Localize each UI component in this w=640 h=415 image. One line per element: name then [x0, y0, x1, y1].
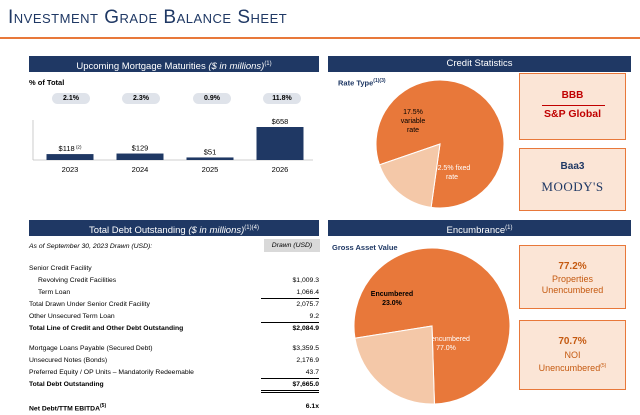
debt-header-ital: ($ in millions): [188, 225, 245, 237]
debt-row-value: $1,009.3: [292, 277, 319, 284]
pct-pill: 11.8%: [263, 93, 301, 104]
encumbrance-header: Encumbrance(1): [328, 220, 631, 236]
subtotal-underline: [261, 298, 319, 299]
bar-value-label: $129: [132, 144, 149, 153]
net-debt-sup: (5): [100, 403, 107, 409]
total-double-underline: [261, 392, 319, 393]
debt-row-label: Total Debt Outstanding: [29, 381, 104, 388]
pie-slice: [353, 247, 511, 405]
net-debt-value: 6.1x: [305, 403, 319, 410]
pie-slice: [378, 143, 441, 208]
rate-type-label: Rate Type(1)(3): [338, 78, 386, 88]
properties-pct: 77.2%: [558, 261, 587, 272]
gross-asset-value-label: Gross Asset Value: [332, 243, 398, 252]
debt-row-value: 1,066.4: [296, 289, 319, 296]
pie-slice-label: Unencumbered: [422, 336, 470, 343]
debt-row-label: Other Unsecured Term Loan: [29, 313, 115, 320]
debt-row-label: Revolving Credit Facilities: [38, 277, 117, 284]
credit-header: Credit Statistics: [328, 56, 631, 72]
encumbrance-header-sup: (1): [505, 225, 513, 231]
maturities-header-main: Upcoming Mortgage Maturities: [76, 61, 209, 73]
pie-slice-label: 17.5%: [403, 109, 423, 116]
properties-line2: Unencumbered: [541, 285, 604, 295]
debt-row-label: Unsecured Notes (Bonds): [29, 357, 108, 364]
pct-of-total-label: % of Total: [29, 78, 65, 87]
debt-row-value: 2,176.9: [296, 357, 319, 364]
moodys-rating: Baa3: [560, 161, 585, 172]
debt-row-label: Total Line of Credit and Other Debt Outs…: [29, 325, 184, 332]
debt-row-label: Senior Credit Facility: [29, 265, 92, 272]
debt-row-value: 43.7: [305, 369, 319, 376]
pie-slice-label: Encumbered: [371, 291, 413, 298]
debt-row-value: $7,665.0: [292, 381, 319, 388]
drawn-column-header: Drawn (USD): [264, 239, 320, 252]
rate-type-sup: (1)(3): [373, 78, 386, 84]
rate-type-pie: 82.5% fixed rate 17.5% variable rate: [375, 79, 505, 209]
encumbrance-header-text: Encumbrance: [446, 225, 506, 237]
bar: [256, 127, 304, 160]
bar: [186, 157, 234, 160]
debt-row-label: Total Drawn Under Senior Credit Facility: [29, 301, 150, 308]
rate-type-text: Rate Type: [338, 78, 374, 88]
noi-line2-sup: (5): [600, 363, 607, 369]
moodys-rating-box: Baa3 MOODY'S: [519, 148, 626, 211]
debt-header-main: Total Debt Outstanding: [89, 225, 189, 237]
noi-line1: NOI: [564, 350, 581, 360]
total-underline: [261, 390, 319, 391]
debt-as-of: As of September 30, 2023 Drawn (USD):: [29, 243, 153, 250]
pie-slice-label: 82.5% fixed: [434, 165, 471, 172]
pie-slice-label: 23.0%: [382, 300, 403, 307]
pie-slice-label: 77.0%: [436, 345, 456, 352]
sp-rating-box: BBB S&P Global: [519, 73, 626, 140]
pie-slice-label: rate: [407, 127, 419, 134]
maturities-header-sup: (1): [264, 61, 272, 67]
debt-row-label: Mortgage Loans Payable (Secured Debt): [29, 345, 153, 352]
net-debt-label: Net Debt/TTM EBITDA(5): [29, 403, 106, 412]
encumbrance-pie: Unencumbered 77.0% Encumbered 23.0%: [353, 247, 511, 405]
pie-slice-label: variable: [401, 118, 426, 125]
debt-header: Total Debt Outstanding ($ in millions)(1…: [29, 220, 319, 236]
x-tick-label: 2024: [132, 165, 149, 174]
bar: [46, 154, 94, 160]
x-tick-label: 2025: [202, 165, 219, 174]
properties-line1: Properties: [551, 274, 594, 284]
pct-pill: 2.3%: [122, 93, 160, 104]
bar-value-sup: (2): [75, 145, 82, 150]
noi-line2-text: Unencumbered: [538, 363, 601, 373]
noi-unencumbered-box: 70.7% NOI Unencumbered(5): [519, 320, 626, 390]
subtotal-underline: [261, 378, 319, 379]
noi-line2: Unencumbered(5): [520, 361, 625, 374]
bar: [116, 153, 164, 160]
sp-rating: BBB: [561, 90, 584, 101]
bar-value-label: $658: [272, 117, 289, 126]
debt-header-sup: (1)(4): [244, 225, 259, 231]
properties-unencumbered-box: 77.2% Properties Unencumbered: [519, 245, 626, 309]
noi-pct: 70.7%: [558, 336, 587, 347]
sp-global-logo: S&P Global: [544, 108, 601, 120]
net-debt-text: Net Debt/TTM EBITDA: [29, 405, 100, 413]
debt-row-value: $3,359.5: [292, 345, 319, 352]
pct-pill: 2.1%: [52, 93, 90, 104]
moodys-logo: MOODY'S: [541, 179, 604, 194]
x-tick-label: 2026: [272, 165, 289, 174]
x-tick-label: 2023: [62, 165, 79, 174]
maturities-bar-chart: $118 (2) 2023 $129 2024 $51 2025 $658 2026: [32, 117, 313, 174]
debt-row-label: Term Loan: [38, 289, 71, 296]
debt-row-value: 2,075.7: [296, 301, 319, 308]
debt-row-value: $2,084.9: [292, 325, 319, 332]
debt-row-label: Preferred Equity / OP Units – Mandatoril…: [29, 369, 194, 376]
pie-slice-label: rate: [446, 174, 458, 181]
page-title: Investment Grade Balance Sheet: [8, 7, 288, 28]
pct-pill: 0.9%: [193, 93, 231, 104]
maturities-header-ital: ($ in millions): [208, 61, 265, 73]
bar-value-label: $118 (2): [59, 144, 82, 153]
debt-row-value: 9.2: [309, 313, 319, 320]
maturities-header: Upcoming Mortgage Maturities ($ in milli…: [29, 56, 319, 72]
bar-value-label: $51: [204, 147, 217, 156]
pie-slice: [354, 325, 435, 405]
sp-divider: [542, 105, 605, 106]
subtotal-underline: [261, 322, 319, 323]
title-rule: [0, 37, 640, 39]
